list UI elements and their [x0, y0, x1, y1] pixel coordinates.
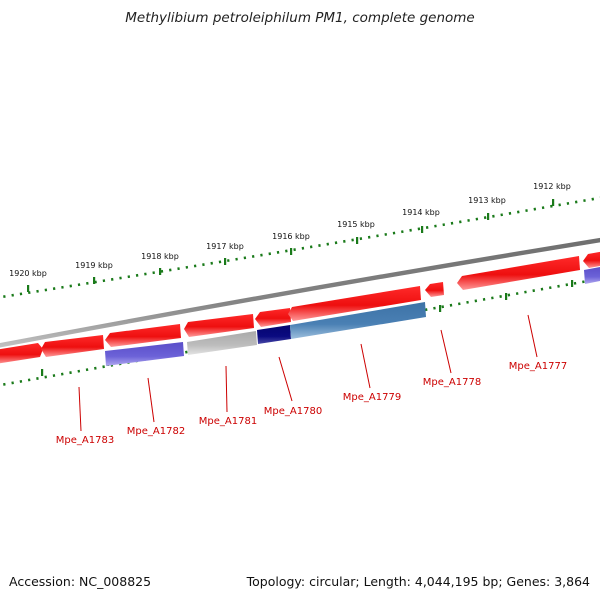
leader-line: [278, 356, 293, 402]
gene-label[interactable]: Mpe_A1780: [264, 406, 322, 417]
leader-line: [360, 343, 371, 389]
scale-tick: [505, 293, 508, 300]
scale-label-1920: 1920 kbp: [9, 269, 47, 278]
scale-tick: [439, 305, 442, 312]
forward-gene[interactable]: [583, 251, 600, 268]
scale-tick: [356, 237, 359, 244]
scale-label-1918: 1918 kbp: [141, 252, 179, 261]
genome-summary: Topology: circular; Length: 4,044,195 bp…: [246, 574, 590, 589]
forward-gene[interactable]: [105, 324, 181, 347]
forward-gene[interactable]: [288, 286, 421, 321]
scale-tick: [552, 199, 555, 206]
leader-line: [147, 377, 155, 423]
leader-line: [78, 386, 82, 432]
gene-label[interactable]: Mpe_A1782: [127, 426, 185, 437]
forward-strand-track: [0, 251, 600, 364]
outer-scale-ring: 1920 kbp 1919 kbp 1918 kbp 1917 kbp 1916…: [0, 182, 600, 299]
scale-label-1916: 1916 kbp: [272, 232, 310, 241]
gene-label[interactable]: Mpe_A1779: [343, 392, 401, 403]
scale-tick: [487, 213, 490, 220]
scale-label-1914: 1914 kbp: [402, 208, 440, 217]
scale-tick: [27, 285, 30, 292]
gene-label[interactable]: Mpe_A1777: [509, 361, 567, 372]
gene-labels: Mpe_A1783 Mpe_A1782 Mpe_A1781 Mpe_A1780 …: [56, 361, 567, 446]
scale-tick: [93, 277, 96, 284]
scale-label-1912: 1912 kbp: [533, 182, 571, 191]
scale-tick: [224, 258, 227, 265]
forward-gene[interactable]: [0, 343, 43, 364]
forward-gene[interactable]: [41, 335, 104, 357]
forward-gene[interactable]: [457, 256, 580, 290]
label-leaders: [78, 314, 538, 432]
forward-gene[interactable]: [255, 308, 291, 327]
reverse-gene-navy[interactable]: [257, 325, 291, 344]
reverse-gene-purple[interactable]: [105, 342, 184, 366]
scale-label-1915: 1915 kbp: [337, 220, 375, 229]
scale-tick: [571, 280, 574, 287]
leader-line: [440, 329, 452, 374]
scale-tick: [159, 268, 162, 275]
scale-tick: [41, 369, 44, 376]
gene-label[interactable]: Mpe_A1783: [56, 435, 114, 446]
scale-label-1917: 1917 kbp: [206, 242, 244, 251]
reverse-strand-track: [105, 266, 600, 366]
scale-tick: [421, 226, 424, 233]
leader-line: [225, 365, 228, 413]
reverse-gene-purple[interactable]: [584, 266, 600, 284]
forward-gene[interactable]: [184, 314, 254, 337]
forward-gene[interactable]: [425, 282, 444, 297]
scale-label-1913: 1913 kbp: [468, 196, 506, 205]
gene-label[interactable]: Mpe_A1781: [199, 416, 257, 427]
reverse-gene-grey[interactable]: [187, 331, 257, 355]
scale-label-1919: 1919 kbp: [75, 261, 113, 270]
outer-scale-arc: [0, 196, 600, 299]
genome-title: Methylibium petroleiphilum PM1, complete…: [125, 10, 475, 26]
scale-tick: [290, 248, 293, 255]
genome-backbone: [0, 237, 600, 348]
accession-text: Accession: NC_008825: [9, 574, 152, 589]
reverse-gene-steelblue[interactable]: [290, 302, 426, 339]
leader-line: [527, 314, 538, 358]
gene-label[interactable]: Mpe_A1778: [423, 377, 481, 388]
